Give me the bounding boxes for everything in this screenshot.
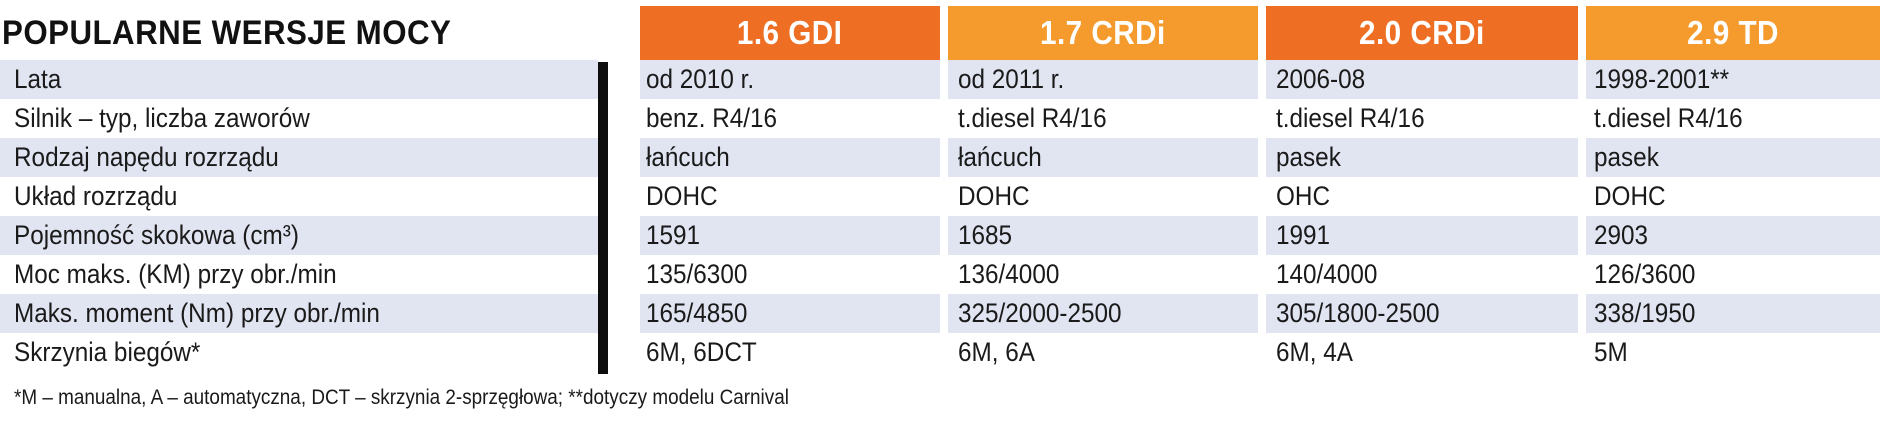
table-row: Skrzynia biegów* 6M, 6DCT 6M, 6A 6M, 4A … xyxy=(0,333,1880,372)
table-row: Maks. moment (Nm) przy obr./min 165/4850… xyxy=(0,294,1880,333)
table-cell: 1685 xyxy=(958,220,1013,250)
footnote: *M – manualna, A – automatyczna, DCT – s… xyxy=(14,386,789,409)
row-label: Silnik – typ, liczba zaworów xyxy=(14,103,310,133)
row-label: Maks. moment (Nm) przy obr./min xyxy=(14,298,380,328)
row-label: Pojemność skokowa (cm³) xyxy=(14,220,299,250)
table-cell: 2006-08 xyxy=(1276,64,1366,94)
table-cell: 6M, 4A xyxy=(1276,337,1353,367)
table-cell: 136/4000 xyxy=(958,259,1060,289)
table-row: Pojemność skokowa (cm³) 1591 1685 1991 2… xyxy=(0,216,1880,255)
table-row: Rodzaj napędu rozrządu łańcuch łańcuch p… xyxy=(0,138,1880,177)
table-row: Moc maks. (KM) przy obr./min 135/6300 13… xyxy=(0,255,1880,294)
column-header-label: 1.6 GDI xyxy=(737,14,843,51)
table-cell: 305/1800-2500 xyxy=(1276,298,1440,328)
table-body: Lata od 2010 r. od 2011 r. 2006-08 1998-… xyxy=(0,60,1880,372)
row-label: Skrzynia biegów* xyxy=(14,337,201,367)
table-cell: łańcuch xyxy=(958,142,1042,172)
column-header-1: 1.6 GDI xyxy=(640,6,940,60)
table-cell: 1998-2001** xyxy=(1594,64,1730,94)
table-cell: 325/2000-2500 xyxy=(958,298,1122,328)
table-cell: 1591 xyxy=(646,220,701,250)
table-cell: t.diesel R4/16 xyxy=(1594,103,1743,133)
table-title: POPULARNE WERSJE MOCY xyxy=(2,14,452,52)
column-header-label: 1.7 CRDi xyxy=(1040,14,1166,51)
column-header-label: 2.0 CRDi xyxy=(1359,14,1485,51)
row-label: Lata xyxy=(14,64,62,94)
table-cell: od 2011 r. xyxy=(958,64,1065,94)
table-cell: 126/3600 xyxy=(1594,259,1696,289)
table-cell: pasek xyxy=(1594,142,1659,172)
table-cell: 6M, 6DCT xyxy=(646,337,757,367)
table-row: Układ rozrządu DOHC DOHC OHC DOHC xyxy=(0,177,1880,216)
table-cell: od 2010 r. xyxy=(646,64,755,94)
table-cell: 6M, 6A xyxy=(958,337,1035,367)
table-cell: benz. R4/16 xyxy=(646,103,778,133)
table-cell: OHC xyxy=(1276,181,1330,211)
table-row: Silnik – typ, liczba zaworów benz. R4/16… xyxy=(0,99,1880,138)
table-cell: 2903 xyxy=(1594,220,1649,250)
table-cell: t.diesel R4/16 xyxy=(1276,103,1425,133)
table-cell: DOHC xyxy=(646,181,718,211)
column-header-4: 2.9 TD xyxy=(1586,6,1880,60)
row-label: Rodzaj napędu rozrządu xyxy=(14,142,279,172)
column-header-label: 2.9 TD xyxy=(1687,14,1779,51)
column-header-3: 2.0 CRDi xyxy=(1266,6,1578,60)
table-cell: 165/4850 xyxy=(646,298,748,328)
row-label: Moc maks. (KM) przy obr./min xyxy=(14,259,337,289)
table-cell: pasek xyxy=(1276,142,1341,172)
table-cell: DOHC xyxy=(1594,181,1666,211)
table-cell: DOHC xyxy=(958,181,1030,211)
row-label: Układ rozrządu xyxy=(14,181,178,211)
table-cell: 140/4000 xyxy=(1276,259,1378,289)
table-cell: t.diesel R4/16 xyxy=(958,103,1107,133)
table-cell: łańcuch xyxy=(646,142,730,172)
column-divider xyxy=(598,62,608,374)
table-cell: 5M xyxy=(1594,337,1628,367)
table-cell: 338/1950 xyxy=(1594,298,1696,328)
table-cell: 135/6300 xyxy=(646,259,748,289)
column-header-2: 1.7 CRDi xyxy=(948,6,1258,60)
table-row: Lata od 2010 r. od 2011 r. 2006-08 1998-… xyxy=(0,60,1880,99)
table-cell: 1991 xyxy=(1276,220,1331,250)
